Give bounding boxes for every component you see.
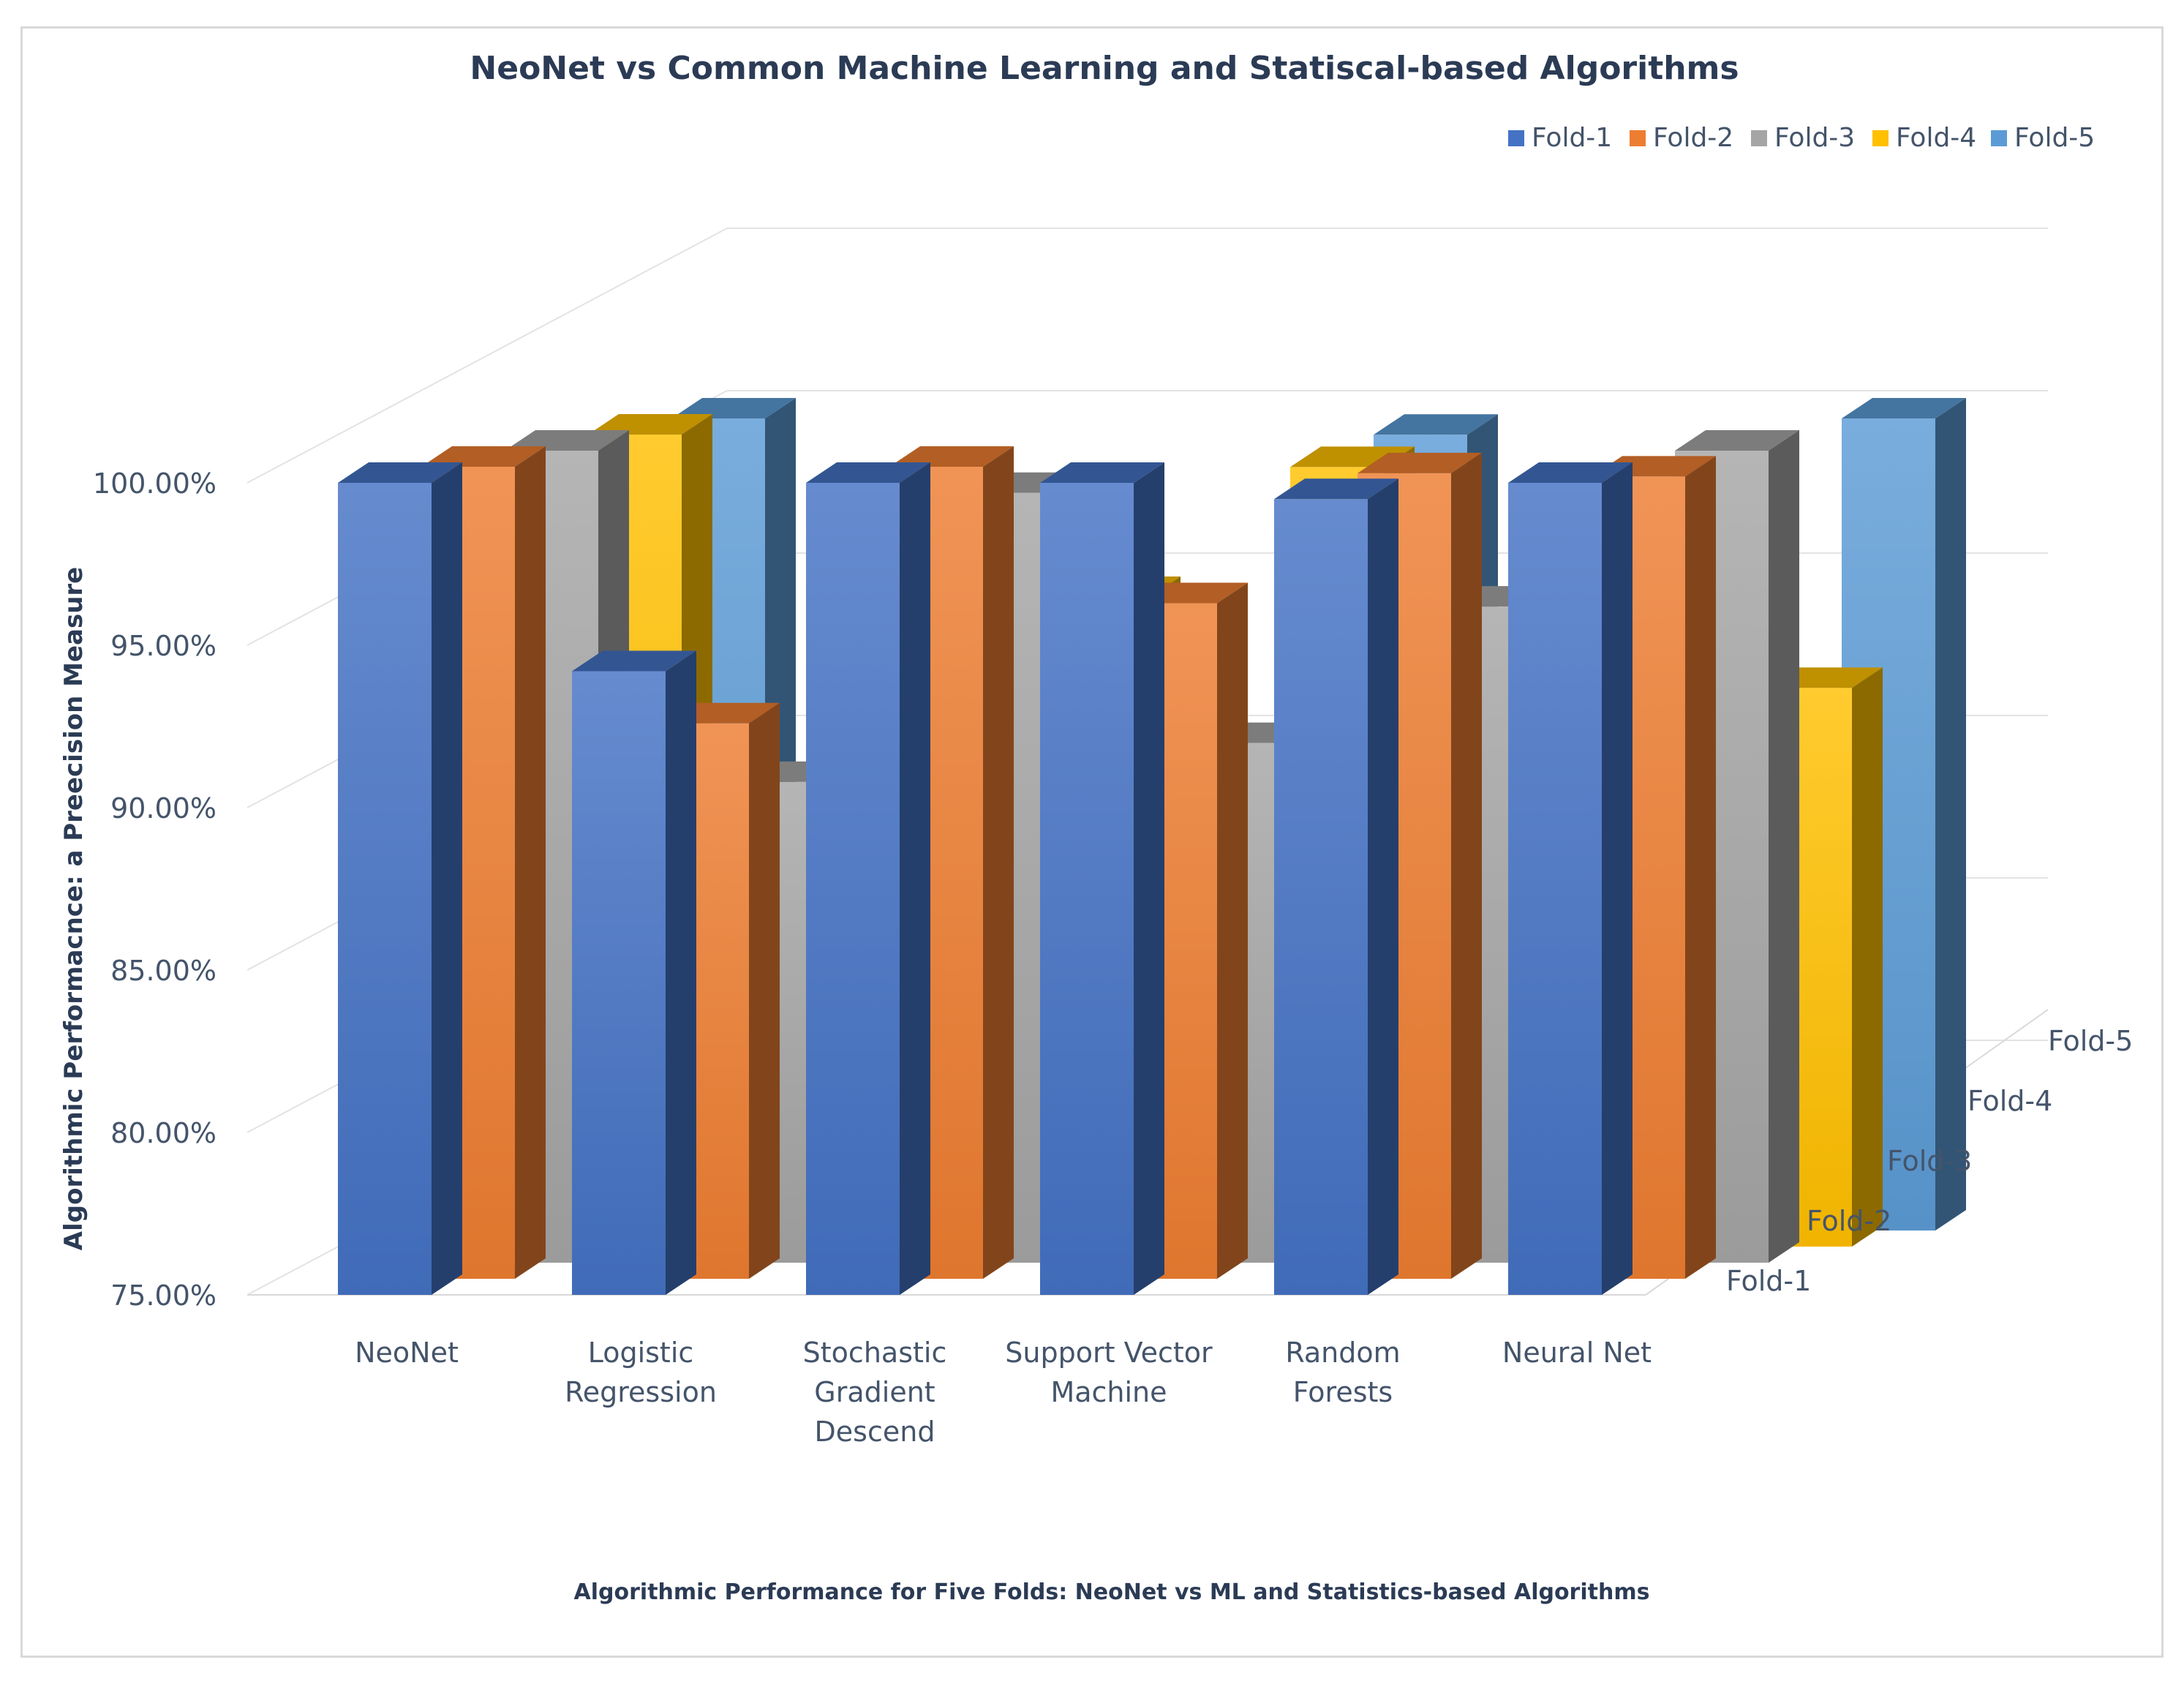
legend-label: Fold-1 — [1532, 123, 1612, 153]
x-category-label: Machine — [1050, 1376, 1167, 1408]
bar-top — [1508, 462, 1633, 483]
bar-top — [588, 414, 712, 435]
bar-top — [1274, 478, 1398, 500]
x-category-label: Gradient — [814, 1376, 935, 1408]
bar-side — [749, 702, 780, 1279]
legend: Fold-1 Fold-2 Fold-3 Fold-4 Fold-5 — [1508, 123, 2095, 153]
legend-item-fold-2: Fold-2 — [1630, 123, 1733, 153]
legend-item-fold-1: Fold-1 — [1508, 123, 1612, 153]
x-category-label: Regression — [565, 1376, 717, 1408]
legend-item-fold-4: Fold-4 — [1872, 123, 1976, 153]
chart-text: NeoNet vs Common Machine Learning and St… — [59, 50, 2133, 1605]
bar-fold-2-2 — [889, 446, 1014, 1279]
bar-side — [1935, 398, 1966, 1231]
bar-side — [1852, 667, 1883, 1247]
x-category-label: Neural Net — [1502, 1337, 1652, 1369]
x-category-label: Support Vector — [1005, 1337, 1213, 1369]
bar-side — [1217, 582, 1248, 1279]
bar-top — [572, 650, 696, 672]
legend-swatch — [1630, 130, 1646, 146]
bar-side — [1602, 462, 1633, 1295]
bar-fold-1-5 — [1508, 462, 1633, 1295]
x-category-label: Stochastic — [803, 1337, 947, 1369]
bar-top — [1842, 398, 1966, 418]
bar-fold-5-5 — [1842, 398, 1966, 1231]
bar-top — [505, 430, 629, 451]
depth-axis-label: Fold-4 — [1968, 1085, 2052, 1117]
bars — [338, 398, 1966, 1296]
x-category-label: NeoNet — [355, 1337, 459, 1369]
bar-fold-1-1 — [572, 650, 696, 1295]
bar-front — [1040, 483, 1134, 1295]
bar-front — [1274, 499, 1368, 1296]
y-tick-label: 90.00% — [110, 792, 216, 824]
bar-fold-1-4 — [1274, 478, 1398, 1296]
depth-axis-label: Fold-5 — [2048, 1025, 2133, 1057]
bar-side — [515, 446, 546, 1279]
legend-label: Fold-3 — [1774, 123, 1855, 153]
depth-axis-label: Fold-3 — [1887, 1145, 1972, 1177]
bar-fold-1-0 — [338, 462, 462, 1295]
bar-side — [1134, 462, 1164, 1295]
bar-front — [1508, 483, 1602, 1295]
x-category-label: Descend — [815, 1416, 935, 1448]
chart-subtitle: Algorithmic Performance for Five Folds: … — [574, 1579, 1650, 1605]
bar-fold-1-2 — [806, 462, 930, 1295]
legend-item-fold-3: Fold-3 — [1751, 123, 1855, 153]
legend-label: Fold-4 — [1896, 123, 1976, 153]
bar-top — [889, 446, 1014, 467]
bar-side — [432, 462, 462, 1295]
x-category-label: Random — [1285, 1337, 1400, 1369]
legend-swatch — [1508, 130, 1524, 146]
y-tick-label: 100.00% — [93, 467, 216, 500]
bar-fold-1-3 — [1040, 462, 1164, 1295]
y-tick-label: 75.00% — [110, 1280, 216, 1312]
bar-top — [1040, 462, 1164, 483]
bar-side — [1769, 430, 1799, 1263]
y-tick-label: 85.00% — [110, 955, 216, 987]
bar-top — [1358, 452, 1482, 473]
bar-top — [806, 462, 930, 483]
bar-front — [572, 671, 666, 1295]
y-tick-label: 80.00% — [110, 1117, 216, 1149]
y-tick-label: 95.00% — [110, 630, 216, 662]
gridline-side — [246, 228, 728, 484]
bar-side — [900, 462, 930, 1295]
x-category-label: Forests — [1293, 1376, 1393, 1408]
bar-front — [806, 483, 900, 1295]
bar-side — [1685, 456, 1716, 1279]
bar-side — [666, 650, 696, 1295]
bar-side — [983, 446, 1014, 1279]
bar-side — [1368, 478, 1398, 1296]
legend-label: Fold-2 — [1653, 123, 1733, 153]
legend-swatch — [1872, 130, 1889, 146]
bar-top — [421, 446, 546, 467]
depth-axis-label: Fold-1 — [1726, 1265, 1811, 1297]
bar-top — [1675, 430, 1799, 451]
bar-top — [671, 398, 796, 418]
legend-swatch — [1991, 130, 2007, 146]
legend-swatch — [1751, 130, 1767, 146]
bar-front — [338, 483, 432, 1295]
x-category-label: Logistic — [588, 1337, 694, 1369]
legend-item-fold-5: Fold-5 — [1991, 123, 2095, 153]
bar-side — [1451, 452, 1482, 1279]
chart-title: NeoNet vs Common Machine Learning and St… — [470, 50, 1739, 87]
depth-axis-label: Fold-2 — [1807, 1205, 1891, 1237]
bar-top — [338, 462, 462, 483]
y-axis-title: Algorithmic Performacnce: a Preecision M… — [59, 567, 89, 1250]
bar-top — [1374, 414, 1498, 435]
legend-label: Fold-5 — [2014, 123, 2095, 153]
